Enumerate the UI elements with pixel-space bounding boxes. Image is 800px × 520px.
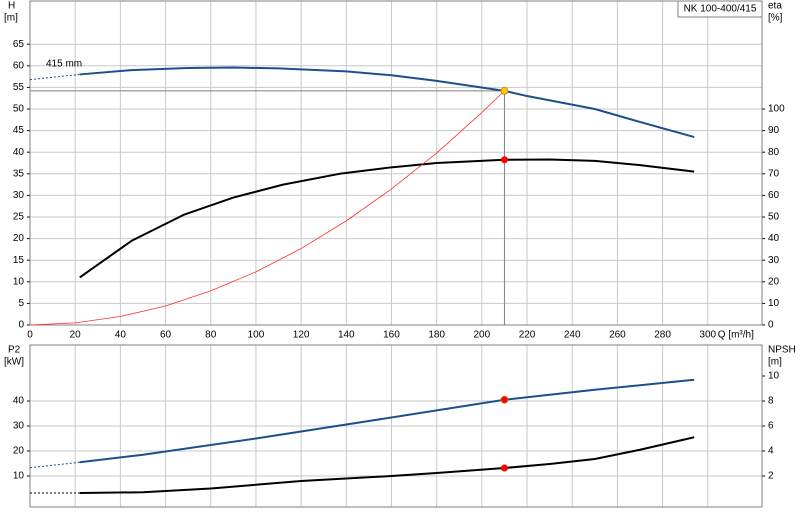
y-axis-unit: [kW]: [4, 357, 24, 368]
x-tick-label: 180: [428, 330, 445, 341]
x-tick-label: 80: [205, 330, 217, 341]
curve: [79, 66, 695, 139]
operating-point: [500, 156, 508, 164]
x-axis-title: Q [m³/h]: [718, 330, 754, 341]
y-tick-label: 30: [13, 421, 25, 432]
y-axis-title: H: [8, 1, 15, 12]
annotation: 415 mm: [46, 59, 82, 70]
curve: [29, 73, 80, 81]
y-tick-label: 20: [13, 446, 25, 457]
y-tick-label: 20: [13, 233, 25, 244]
y2-tick-label: 0: [768, 320, 774, 331]
y-tick-label: 45: [13, 125, 25, 136]
x-tick-label: 120: [293, 330, 310, 341]
y2-tick-label: 20: [768, 276, 780, 287]
y2-tick-label: 30: [768, 255, 780, 266]
y2-tick-label: 90: [768, 125, 780, 136]
chart-title: NK 100-400/415: [684, 4, 757, 15]
y2-tick-label: 100: [768, 104, 785, 115]
y2-tick-label: 8: [768, 396, 774, 407]
x-tick-label: 100: [248, 330, 265, 341]
y-axis-unit: [m]: [4, 13, 18, 24]
y-tick-label: 15: [13, 255, 25, 266]
curve: [79, 436, 695, 494]
y2-tick-label: 60: [768, 190, 780, 201]
y-tick-label: 40: [13, 396, 25, 407]
operating-point: [500, 86, 509, 95]
y-tick-label: 25: [13, 212, 25, 223]
y2-axis-title: NPSH: [768, 345, 796, 356]
x-tick-label: 220: [519, 330, 536, 341]
y2-tick-label: 2: [768, 471, 774, 482]
x-tick-label: 160: [383, 330, 400, 341]
y-tick-label: 30: [13, 190, 25, 201]
x-tick-label: 300: [699, 330, 716, 341]
y-axis-title: P2: [8, 345, 21, 356]
x-tick-label: 0: [27, 330, 33, 341]
x-tick-label: 60: [160, 330, 172, 341]
title-box: [677, 0, 763, 18]
y-tick-label: 50: [13, 104, 25, 115]
y-tick-label: 10: [13, 471, 25, 482]
y-tick-label: 35: [13, 168, 25, 179]
x-tick-label: 260: [609, 330, 626, 341]
y-tick-label: 0: [18, 320, 24, 331]
y-tick-label: 65: [13, 39, 25, 50]
curve: [29, 461, 80, 469]
curve: [79, 158, 695, 279]
y2-tick-label: 4: [768, 446, 774, 457]
y2-tick-label: 6: [768, 421, 774, 432]
operating-point: [500, 464, 508, 472]
x-tick-label: 40: [115, 330, 127, 341]
x-tick-label: 240: [564, 330, 581, 341]
y-tick-label: 40: [13, 147, 25, 158]
y-tick-label: 10: [13, 276, 25, 287]
y2-tick-label: 10: [768, 298, 780, 309]
x-tick-label: 20: [70, 330, 82, 341]
plot-frame: [29, 344, 763, 508]
y-tick-label: 5: [18, 298, 24, 309]
y2-tick-label: 40: [768, 233, 780, 244]
y2-tick-label: 10: [768, 371, 780, 382]
y2-tick-label: 80: [768, 147, 780, 158]
y2-tick-label: 70: [768, 168, 780, 179]
plot-frame: [29, 0, 763, 326]
y2-axis-title: eta: [768, 1, 782, 12]
operating-point: [500, 395, 509, 404]
y2-tick-label: 50: [768, 212, 780, 223]
y-tick-label: 55: [13, 82, 25, 93]
y-tick-label: 60: [13, 60, 25, 71]
y2-axis-unit: [m]: [768, 357, 782, 368]
x-tick-label: 140: [338, 330, 355, 341]
y2-axis-unit: [%]: [768, 13, 783, 24]
x-tick-label: 200: [474, 330, 491, 341]
curve: [29, 90, 505, 326]
x-tick-label: 280: [654, 330, 671, 341]
curve: [79, 378, 695, 464]
